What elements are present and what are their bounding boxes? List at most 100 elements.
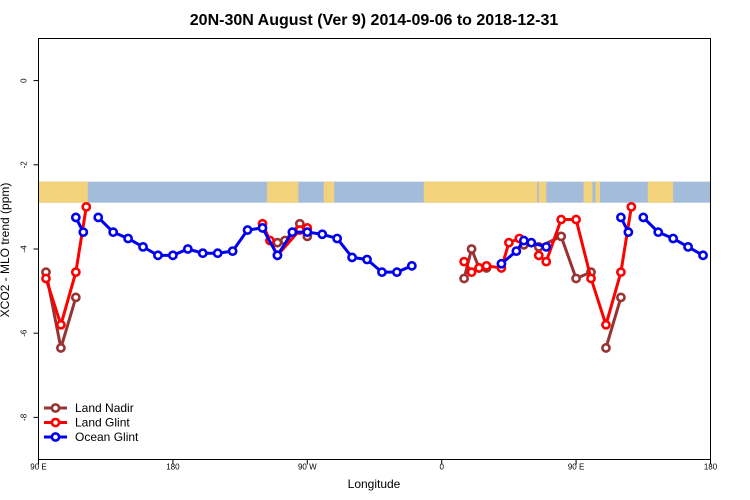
data-point	[511, 246, 522, 257]
data-point	[70, 292, 81, 303]
x-tick-label: 90 E	[568, 463, 584, 472]
data-point	[518, 235, 529, 246]
data-point	[616, 267, 626, 278]
y-tick-label: -8	[20, 413, 29, 421]
data-point	[167, 250, 178, 261]
data-point	[227, 246, 238, 257]
series-line	[96, 215, 414, 274]
data-point	[466, 267, 477, 278]
map-strip	[38, 181, 711, 203]
legend-label: Ocean Glint	[75, 430, 139, 444]
data-point	[626, 201, 637, 212]
data-point	[70, 212, 81, 223]
map-land	[647, 181, 674, 203]
data-point	[257, 223, 268, 233]
data-point	[541, 256, 552, 267]
data-point	[242, 225, 253, 235]
data-point	[698, 250, 708, 261]
y-axis-label: XCO2 - MLO trend (ppm)	[0, 183, 12, 318]
map-land	[538, 181, 547, 203]
x-tick-label: 180	[704, 463, 718, 472]
data-point	[571, 214, 581, 225]
data-point	[466, 244, 477, 254]
data-point	[272, 237, 283, 248]
data-point	[616, 212, 626, 223]
x-tick-label: 90 E	[30, 463, 46, 472]
data-point	[41, 273, 51, 284]
map-ocean	[38, 181, 711, 203]
data-point	[533, 250, 544, 261]
y-tick-label: -2	[20, 161, 29, 169]
y-tick-label: -6	[20, 329, 29, 337]
data-point	[377, 267, 387, 278]
x-axis-label: Longitude	[348, 477, 401, 491]
data-point	[668, 233, 679, 244]
data-point	[182, 244, 193, 254]
map-land	[38, 181, 88, 203]
data-point	[81, 201, 92, 212]
data-point	[108, 227, 119, 238]
data-point	[571, 273, 581, 284]
data-point	[526, 237, 537, 248]
data-point	[556, 231, 567, 242]
series-line	[44, 205, 88, 327]
data-point	[481, 260, 492, 271]
data-point	[623, 227, 634, 238]
series-line	[604, 295, 623, 350]
data-point	[93, 212, 104, 223]
data-point	[362, 254, 372, 265]
data-point	[586, 273, 596, 284]
data-point	[638, 212, 649, 223]
legend-label: Land Nadir	[75, 401, 134, 415]
series-layer	[41, 201, 708, 353]
data-point	[683, 241, 693, 252]
data-point	[347, 252, 357, 263]
map-land	[326, 181, 335, 203]
series-ocean-glint	[70, 212, 708, 278]
map-land	[323, 181, 327, 203]
data-point	[70, 267, 81, 278]
data-point	[56, 319, 66, 330]
legend-marker	[50, 403, 61, 413]
data-point	[391, 267, 402, 278]
data-point	[317, 229, 328, 240]
x-axis: 90 E 180 90 W 0 90 E 180	[30, 459, 718, 472]
data-point	[302, 227, 313, 238]
x-tick-label: 90 W	[298, 463, 317, 472]
data-point	[556, 214, 567, 225]
data-point	[459, 256, 469, 267]
data-point	[212, 248, 223, 259]
y-tick-label: 0	[20, 78, 29, 83]
map-land	[583, 181, 593, 203]
map-land	[266, 181, 299, 203]
data-point	[287, 227, 298, 238]
data-point	[123, 233, 134, 244]
data-point	[616, 292, 626, 303]
data-point	[197, 248, 208, 259]
map-land	[595, 181, 600, 203]
chart-title: 20N-30N August (Ver 9) 2014-09-06 to 201…	[190, 12, 559, 29]
data-point	[272, 250, 283, 261]
data-point	[503, 237, 514, 248]
y-tick-label: -4	[20, 245, 29, 253]
data-point	[653, 227, 664, 238]
data-point	[601, 343, 611, 353]
data-point	[406, 260, 417, 271]
data-point	[459, 273, 469, 284]
x-tick-label: 0	[439, 463, 444, 472]
data-point	[56, 343, 66, 353]
legend-marker	[50, 432, 61, 442]
map-land	[423, 181, 538, 203]
series-line	[537, 234, 593, 280]
y-axis: 0 -2 -4 -6 -8	[20, 78, 39, 421]
x-tick-label: 180	[166, 463, 180, 472]
data-point	[601, 319, 611, 330]
data-point	[541, 241, 552, 252]
data-point	[474, 263, 484, 273]
data-point	[153, 250, 163, 261]
series-line	[537, 205, 633, 327]
data-point	[78, 227, 89, 238]
data-point	[496, 258, 507, 269]
